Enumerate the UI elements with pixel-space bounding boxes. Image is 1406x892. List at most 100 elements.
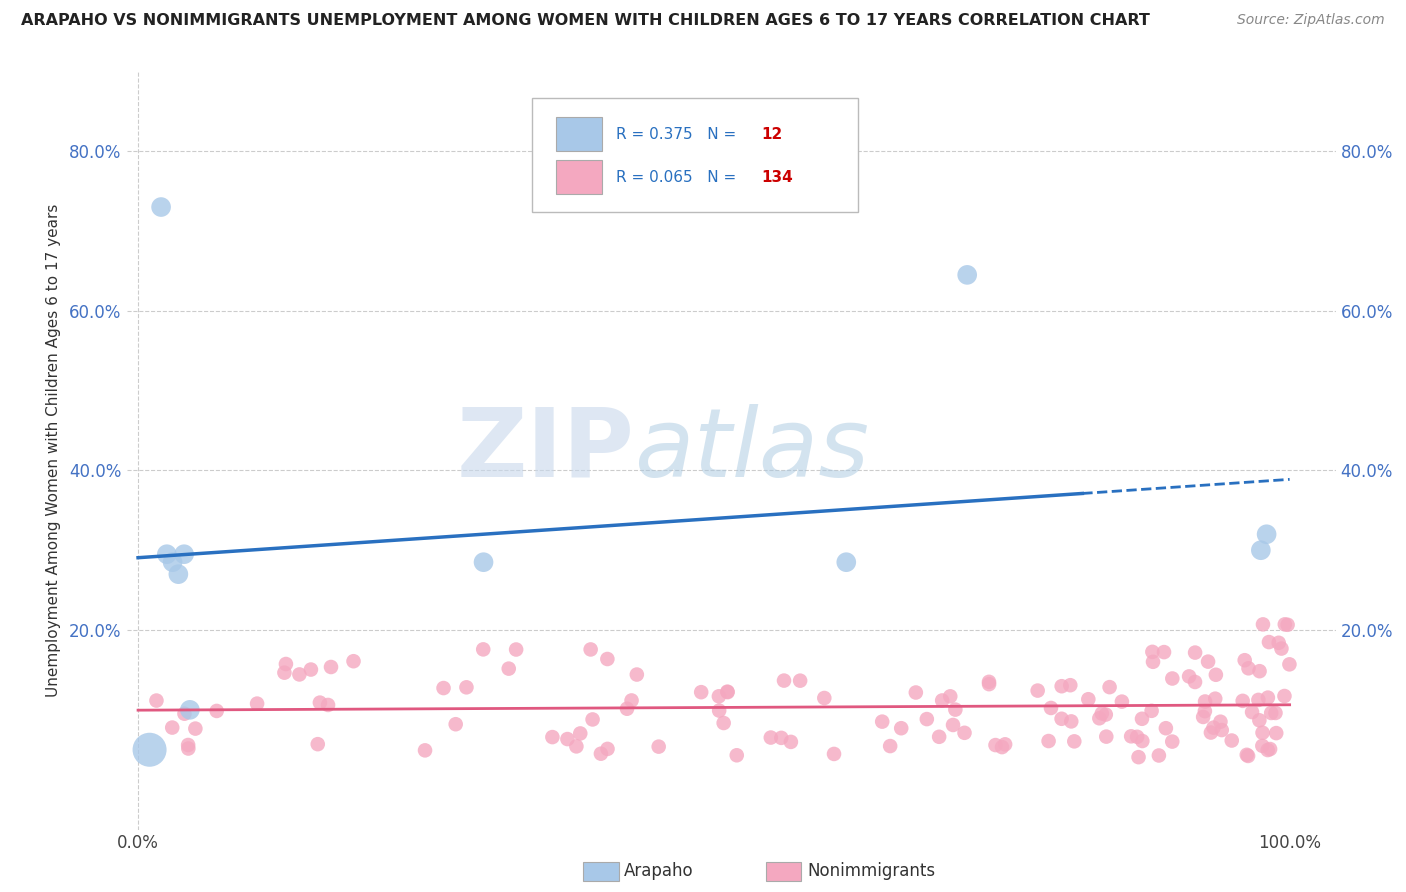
Point (273, 665, 295, 680)
Point (1277, 617, 1299, 632)
Point (931, 693, 953, 707)
Point (620, 693, 643, 707)
Point (879, 739, 901, 753)
Point (1251, 725, 1274, 739)
Point (579, 642, 602, 657)
Point (915, 712, 938, 726)
Point (581, 713, 603, 727)
Point (156, 547, 179, 561)
Text: atlas: atlas (634, 404, 869, 497)
Point (1140, 704, 1163, 718)
Point (1077, 692, 1099, 706)
Point (780, 735, 803, 749)
Point (1050, 712, 1073, 726)
Point (713, 716, 735, 731)
Point (1184, 646, 1206, 660)
Point (138, 743, 160, 757)
Point (1278, 657, 1301, 672)
Point (1237, 748, 1260, 763)
Point (904, 685, 927, 699)
Point (288, 667, 311, 681)
Point (1270, 641, 1292, 656)
Point (432, 681, 454, 695)
Point (789, 673, 811, 688)
Point (994, 737, 1017, 751)
Point (770, 731, 793, 745)
Point (1098, 680, 1121, 694)
Point (707, 704, 730, 718)
Point (596, 742, 619, 756)
Point (942, 718, 965, 732)
Point (956, 268, 979, 282)
Point (1161, 734, 1184, 748)
Point (823, 747, 845, 761)
Point (835, 555, 858, 569)
Text: Source: ZipAtlas.com: Source: ZipAtlas.com (1237, 13, 1385, 28)
Point (1233, 653, 1256, 667)
Point (1050, 679, 1073, 693)
Text: Arapaho: Arapaho (624, 863, 695, 880)
Point (541, 730, 564, 744)
Point (759, 731, 782, 745)
Point (1258, 635, 1281, 649)
Point (246, 697, 269, 711)
Point (1237, 661, 1260, 675)
Point (939, 690, 962, 704)
Point (472, 642, 495, 657)
Point (647, 739, 669, 754)
Point (717, 685, 740, 699)
Point (1026, 683, 1049, 698)
Point (1111, 695, 1133, 709)
Point (319, 660, 342, 674)
Point (1126, 730, 1149, 744)
Point (505, 642, 527, 657)
Point (1094, 707, 1116, 722)
Point (274, 657, 297, 671)
Point (177, 741, 200, 756)
Point (773, 673, 796, 688)
Point (928, 730, 950, 744)
Point (1204, 691, 1226, 706)
Point (1039, 701, 1062, 715)
Point (1250, 543, 1272, 558)
Point (1274, 689, 1296, 703)
Point (1038, 734, 1060, 748)
Point (309, 696, 332, 710)
Point (596, 652, 619, 666)
Point (1121, 729, 1143, 743)
Point (1236, 747, 1258, 762)
Text: ARAPAHO VS NONIMMIGRANTS UNEMPLOYMENT AMONG WOMEN WITH CHILDREN AGES 6 TO 17 YEA: ARAPAHO VS NONIMMIGRANTS UNEMPLOYMENT AM… (21, 13, 1150, 29)
Point (1063, 734, 1085, 748)
Point (557, 732, 579, 747)
Text: 12: 12 (762, 127, 783, 142)
Point (1161, 672, 1184, 686)
Point (1258, 742, 1281, 756)
Point (1274, 617, 1296, 632)
Point (1091, 706, 1114, 721)
Point (179, 703, 201, 717)
Point (1154, 721, 1177, 735)
Point (977, 674, 1000, 689)
Point (498, 662, 520, 676)
Point (690, 685, 713, 699)
Point (1267, 636, 1289, 650)
Text: R = 0.065   N =: R = 0.065 N = (616, 170, 741, 185)
Point (1249, 714, 1271, 728)
Point (205, 704, 228, 718)
Point (1205, 667, 1227, 681)
Point (1249, 664, 1271, 678)
Point (1251, 739, 1274, 753)
Point (1260, 706, 1282, 720)
Point (173, 706, 195, 721)
Point (725, 748, 748, 763)
Point (565, 739, 588, 754)
Point (1194, 704, 1216, 718)
Point (1202, 721, 1225, 735)
Point (307, 737, 329, 751)
Point (890, 721, 912, 735)
Point (1265, 726, 1288, 740)
Text: Nonimmigrants: Nonimmigrants (807, 863, 935, 880)
Point (1251, 617, 1274, 632)
Point (1088, 711, 1111, 725)
Point (1232, 694, 1254, 708)
